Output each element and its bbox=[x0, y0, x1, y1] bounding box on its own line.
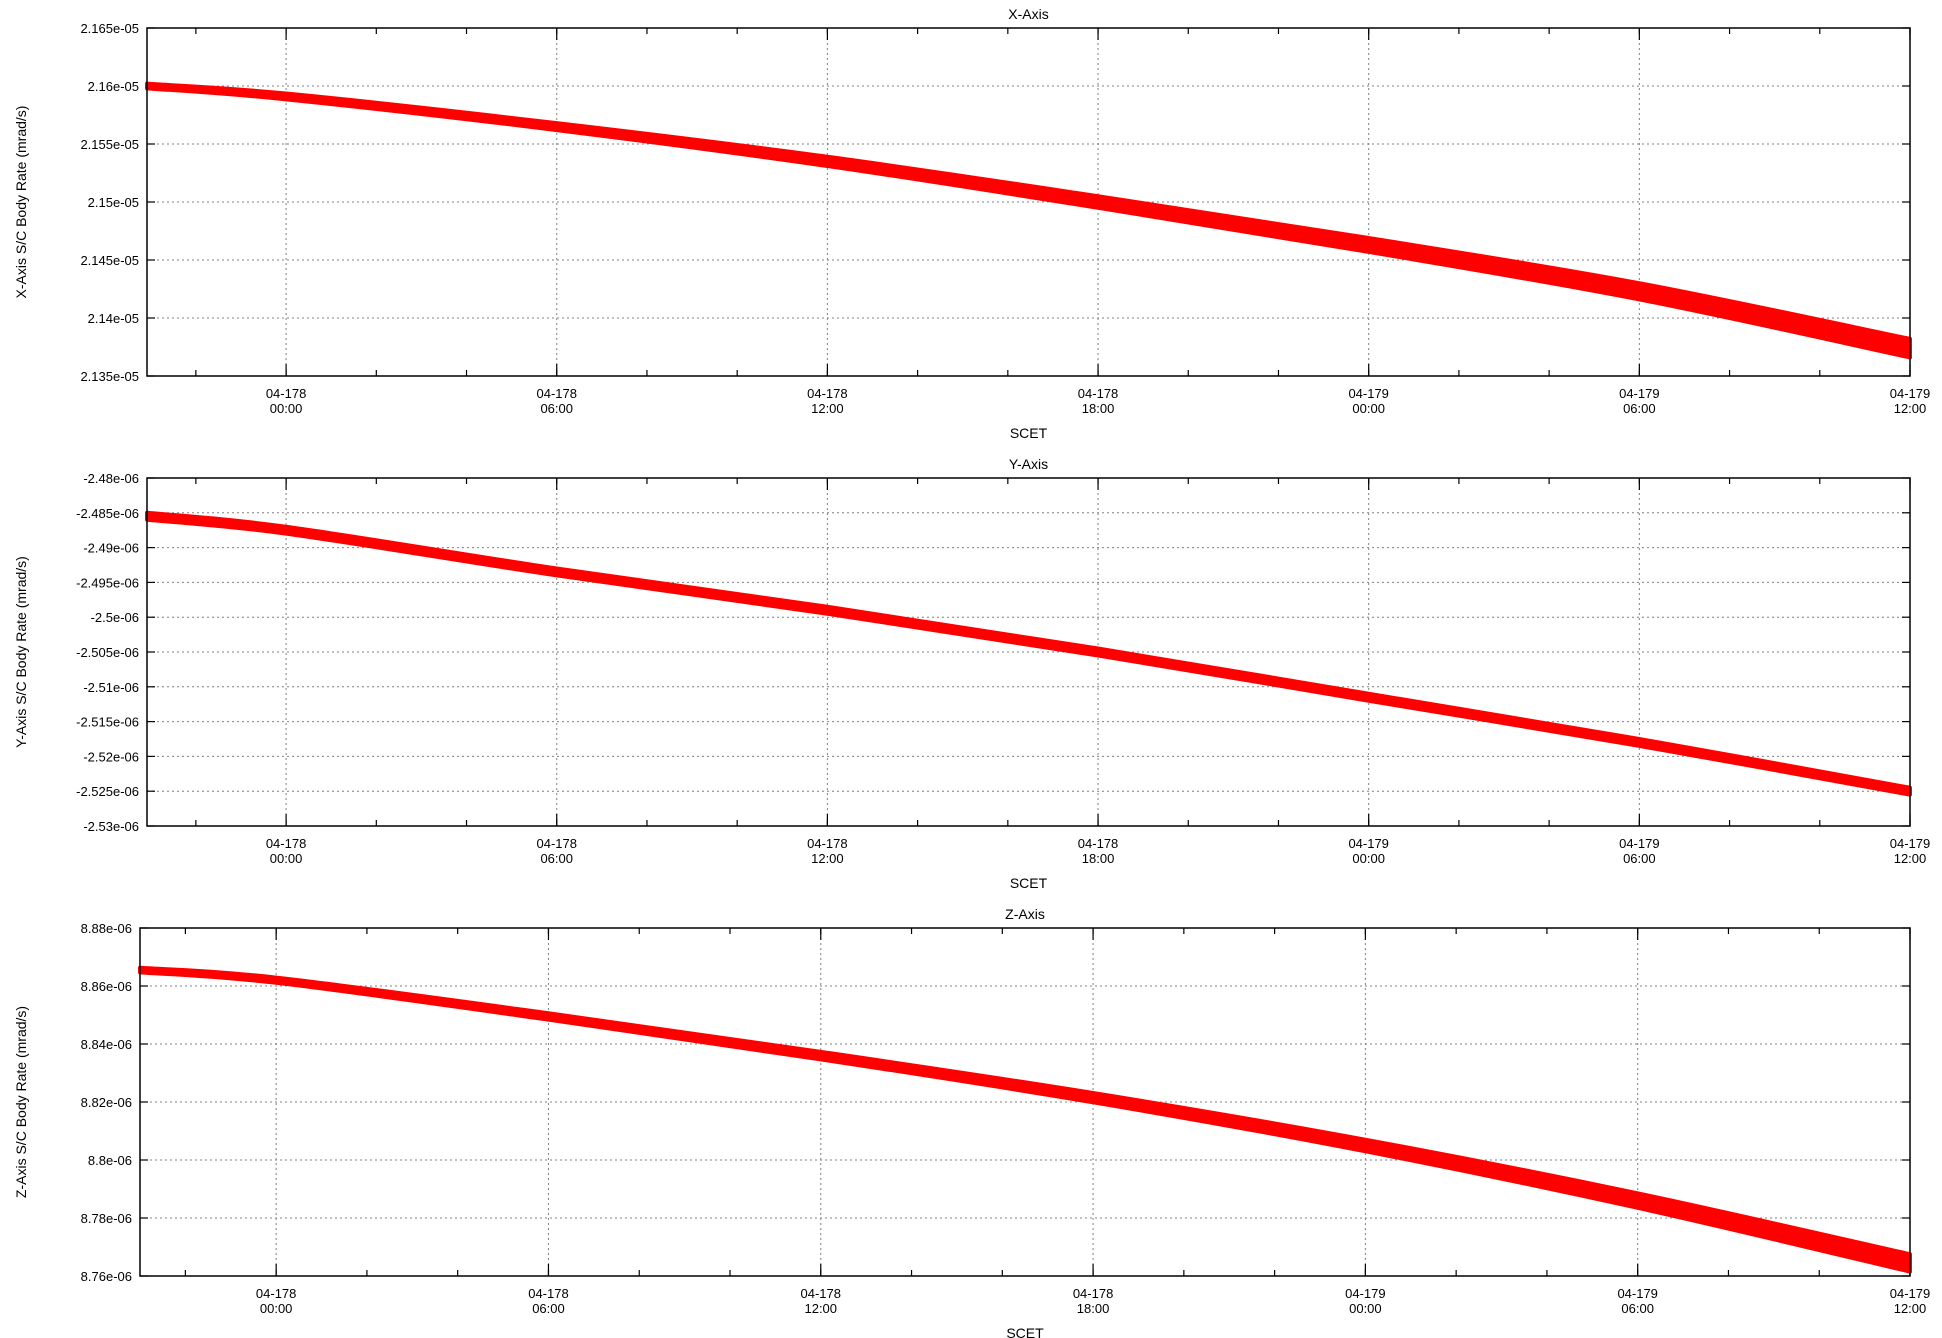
y-series-line bbox=[145, 510, 1912, 797]
y-x-tick-label-day: 04-178 bbox=[1078, 836, 1118, 851]
y-y-tick-label: -2.495e-06 bbox=[76, 575, 139, 590]
z-x-tick-label-day: 04-178 bbox=[256, 1286, 296, 1301]
y-y-tick-label: -2.53e-06 bbox=[83, 819, 139, 834]
x-y-tick-label: 2.14e-05 bbox=[88, 311, 139, 326]
x-x-tick-label-day: 04-179 bbox=[1890, 386, 1930, 401]
y-y-tick-label: -2.51e-06 bbox=[83, 680, 139, 695]
z-x-tick-label-time: 12:00 bbox=[1894, 1301, 1927, 1316]
x-x-tick-label-time: 18:00 bbox=[1082, 401, 1115, 416]
y-y-axis-label: Y-Axis S/C Body Rate (mrad/s) bbox=[13, 556, 29, 748]
y-y-tick-label: -2.515e-06 bbox=[76, 715, 139, 730]
y-x-tick-label-time: 12:00 bbox=[811, 851, 844, 866]
y-y-tick-label: -2.505e-06 bbox=[76, 645, 139, 660]
x-x-tick-label-time: 00:00 bbox=[270, 401, 303, 416]
x-x-tick-label-time: 06:00 bbox=[1623, 401, 1656, 416]
z-x-tick-label-time: 12:00 bbox=[804, 1301, 837, 1316]
x-x-tick-label-time: 06:00 bbox=[540, 401, 573, 416]
y-x-tick-label-day: 04-179 bbox=[1348, 836, 1388, 851]
y-x-tick-label-day: 04-179 bbox=[1890, 836, 1930, 851]
z-x-tick-label-time: 06:00 bbox=[532, 1301, 565, 1316]
x-y-tick-label: 2.15e-05 bbox=[88, 195, 139, 210]
z-y-tick-label: 8.8e-06 bbox=[88, 1153, 132, 1168]
z-y-axis-label: Z-Axis S/C Body Rate (mrad/s) bbox=[13, 1006, 29, 1198]
z-y-tick-label: 8.88e-06 bbox=[81, 921, 132, 936]
x-y-tick-label: 2.145e-05 bbox=[80, 253, 139, 268]
x-x-tick-label-day: 04-178 bbox=[266, 386, 306, 401]
z-x-tick-label-time: 00:00 bbox=[260, 1301, 293, 1316]
z-plot-frame bbox=[139, 927, 1911, 1277]
y-x-tick-label-time: 06:00 bbox=[1623, 851, 1656, 866]
y-axis-chart: Y-Axis Y-Axis S/C Body Rate (mrad/s) SCET -… bbox=[13, 456, 1930, 891]
z-chart-title: Z-Axis bbox=[1005, 906, 1045, 922]
x-y-tick-label: 2.155e-05 bbox=[80, 137, 139, 152]
y-y-tick-label: -2.48e-06 bbox=[83, 471, 139, 486]
z-series-line bbox=[138, 965, 1912, 1274]
x-x-tick-label-day: 04-179 bbox=[1348, 386, 1388, 401]
z-x-tick-label-time: 00:00 bbox=[1349, 1301, 1382, 1316]
x-x-tick-label-day: 04-178 bbox=[1078, 386, 1118, 401]
y-y-tick-label: -2.49e-06 bbox=[83, 541, 139, 556]
z-x-tick-label-day: 04-179 bbox=[1617, 1286, 1657, 1301]
x-x-tick-label-time: 00:00 bbox=[1352, 401, 1385, 416]
x-y-tick-label: 2.135e-05 bbox=[80, 369, 139, 384]
z-x-tick-label-day: 04-178 bbox=[801, 1286, 841, 1301]
z-y-tick-label: 8.78e-06 bbox=[81, 1211, 132, 1226]
x-axis-chart: X-Axis X-Axis S/C Body Rate (mrad/s) SCET 2… bbox=[13, 6, 1930, 441]
y-x-tick-label-time: 18:00 bbox=[1082, 851, 1115, 866]
x-chart-title: X-Axis bbox=[1008, 6, 1048, 22]
y-chart-title: Y-Axis bbox=[1009, 456, 1048, 472]
y-x-tick-label-day: 04-178 bbox=[536, 836, 576, 851]
y-x-tick-label-time: 12:00 bbox=[1894, 851, 1927, 866]
y-x-tick-label-time: 06:00 bbox=[540, 851, 573, 866]
z-x-tick-label-day: 04-178 bbox=[1073, 1286, 1113, 1301]
z-axis-chart: Z-Axis Z-Axis S/C Body Rate (mrad/s) SCET 8… bbox=[13, 906, 1930, 1338]
y-x-tick-label-time: 00:00 bbox=[1352, 851, 1385, 866]
y-x-tick-label-day: 04-178 bbox=[266, 836, 306, 851]
x-x-tick-label-day: 04-178 bbox=[536, 386, 576, 401]
y-y-tick-label: -2.52e-06 bbox=[83, 749, 139, 764]
z-x-tick-label-time: 18:00 bbox=[1077, 1301, 1110, 1316]
y-plot-frame bbox=[146, 477, 1911, 827]
x-y-tick-label: 2.165e-05 bbox=[80, 21, 139, 36]
x-series-line bbox=[145, 81, 1912, 360]
z-x-tick-label-time: 06:00 bbox=[1621, 1301, 1654, 1316]
y-x-tick-label-day: 04-179 bbox=[1619, 836, 1659, 851]
y-x-tick-label-time: 00:00 bbox=[270, 851, 303, 866]
y-y-tick-label: -2.525e-06 bbox=[76, 784, 139, 799]
z-y-tick-label: 8.82e-06 bbox=[81, 1095, 132, 1110]
z-x-tick-label-day: 04-178 bbox=[528, 1286, 568, 1301]
x-y-tick-label: 2.16e-05 bbox=[88, 79, 139, 94]
y-y-tick-label: -2.485e-06 bbox=[76, 506, 139, 521]
x-plot-frame bbox=[146, 27, 1911, 377]
x-x-axis-label: SCET bbox=[1010, 425, 1048, 441]
y-x-axis-label: SCET bbox=[1010, 875, 1048, 891]
z-y-tick-label: 8.76e-06 bbox=[81, 1269, 132, 1284]
z-y-tick-label: 8.84e-06 bbox=[81, 1037, 132, 1052]
z-x-tick-label-day: 04-179 bbox=[1345, 1286, 1385, 1301]
z-x-tick-label-day: 04-179 bbox=[1890, 1286, 1930, 1301]
x-y-axis-label: X-Axis S/C Body Rate (mrad/s) bbox=[13, 106, 29, 299]
x-x-tick-label-time: 12:00 bbox=[1894, 401, 1927, 416]
x-x-tick-label-time: 12:00 bbox=[811, 401, 844, 416]
x-x-tick-label-day: 04-178 bbox=[807, 386, 847, 401]
x-x-tick-label-day: 04-179 bbox=[1619, 386, 1659, 401]
z-y-tick-label: 8.86e-06 bbox=[81, 979, 132, 994]
y-y-tick-label: -2.5e-06 bbox=[91, 610, 139, 625]
z-x-axis-label: SCET bbox=[1006, 1325, 1044, 1338]
y-x-tick-label-day: 04-178 bbox=[807, 836, 847, 851]
